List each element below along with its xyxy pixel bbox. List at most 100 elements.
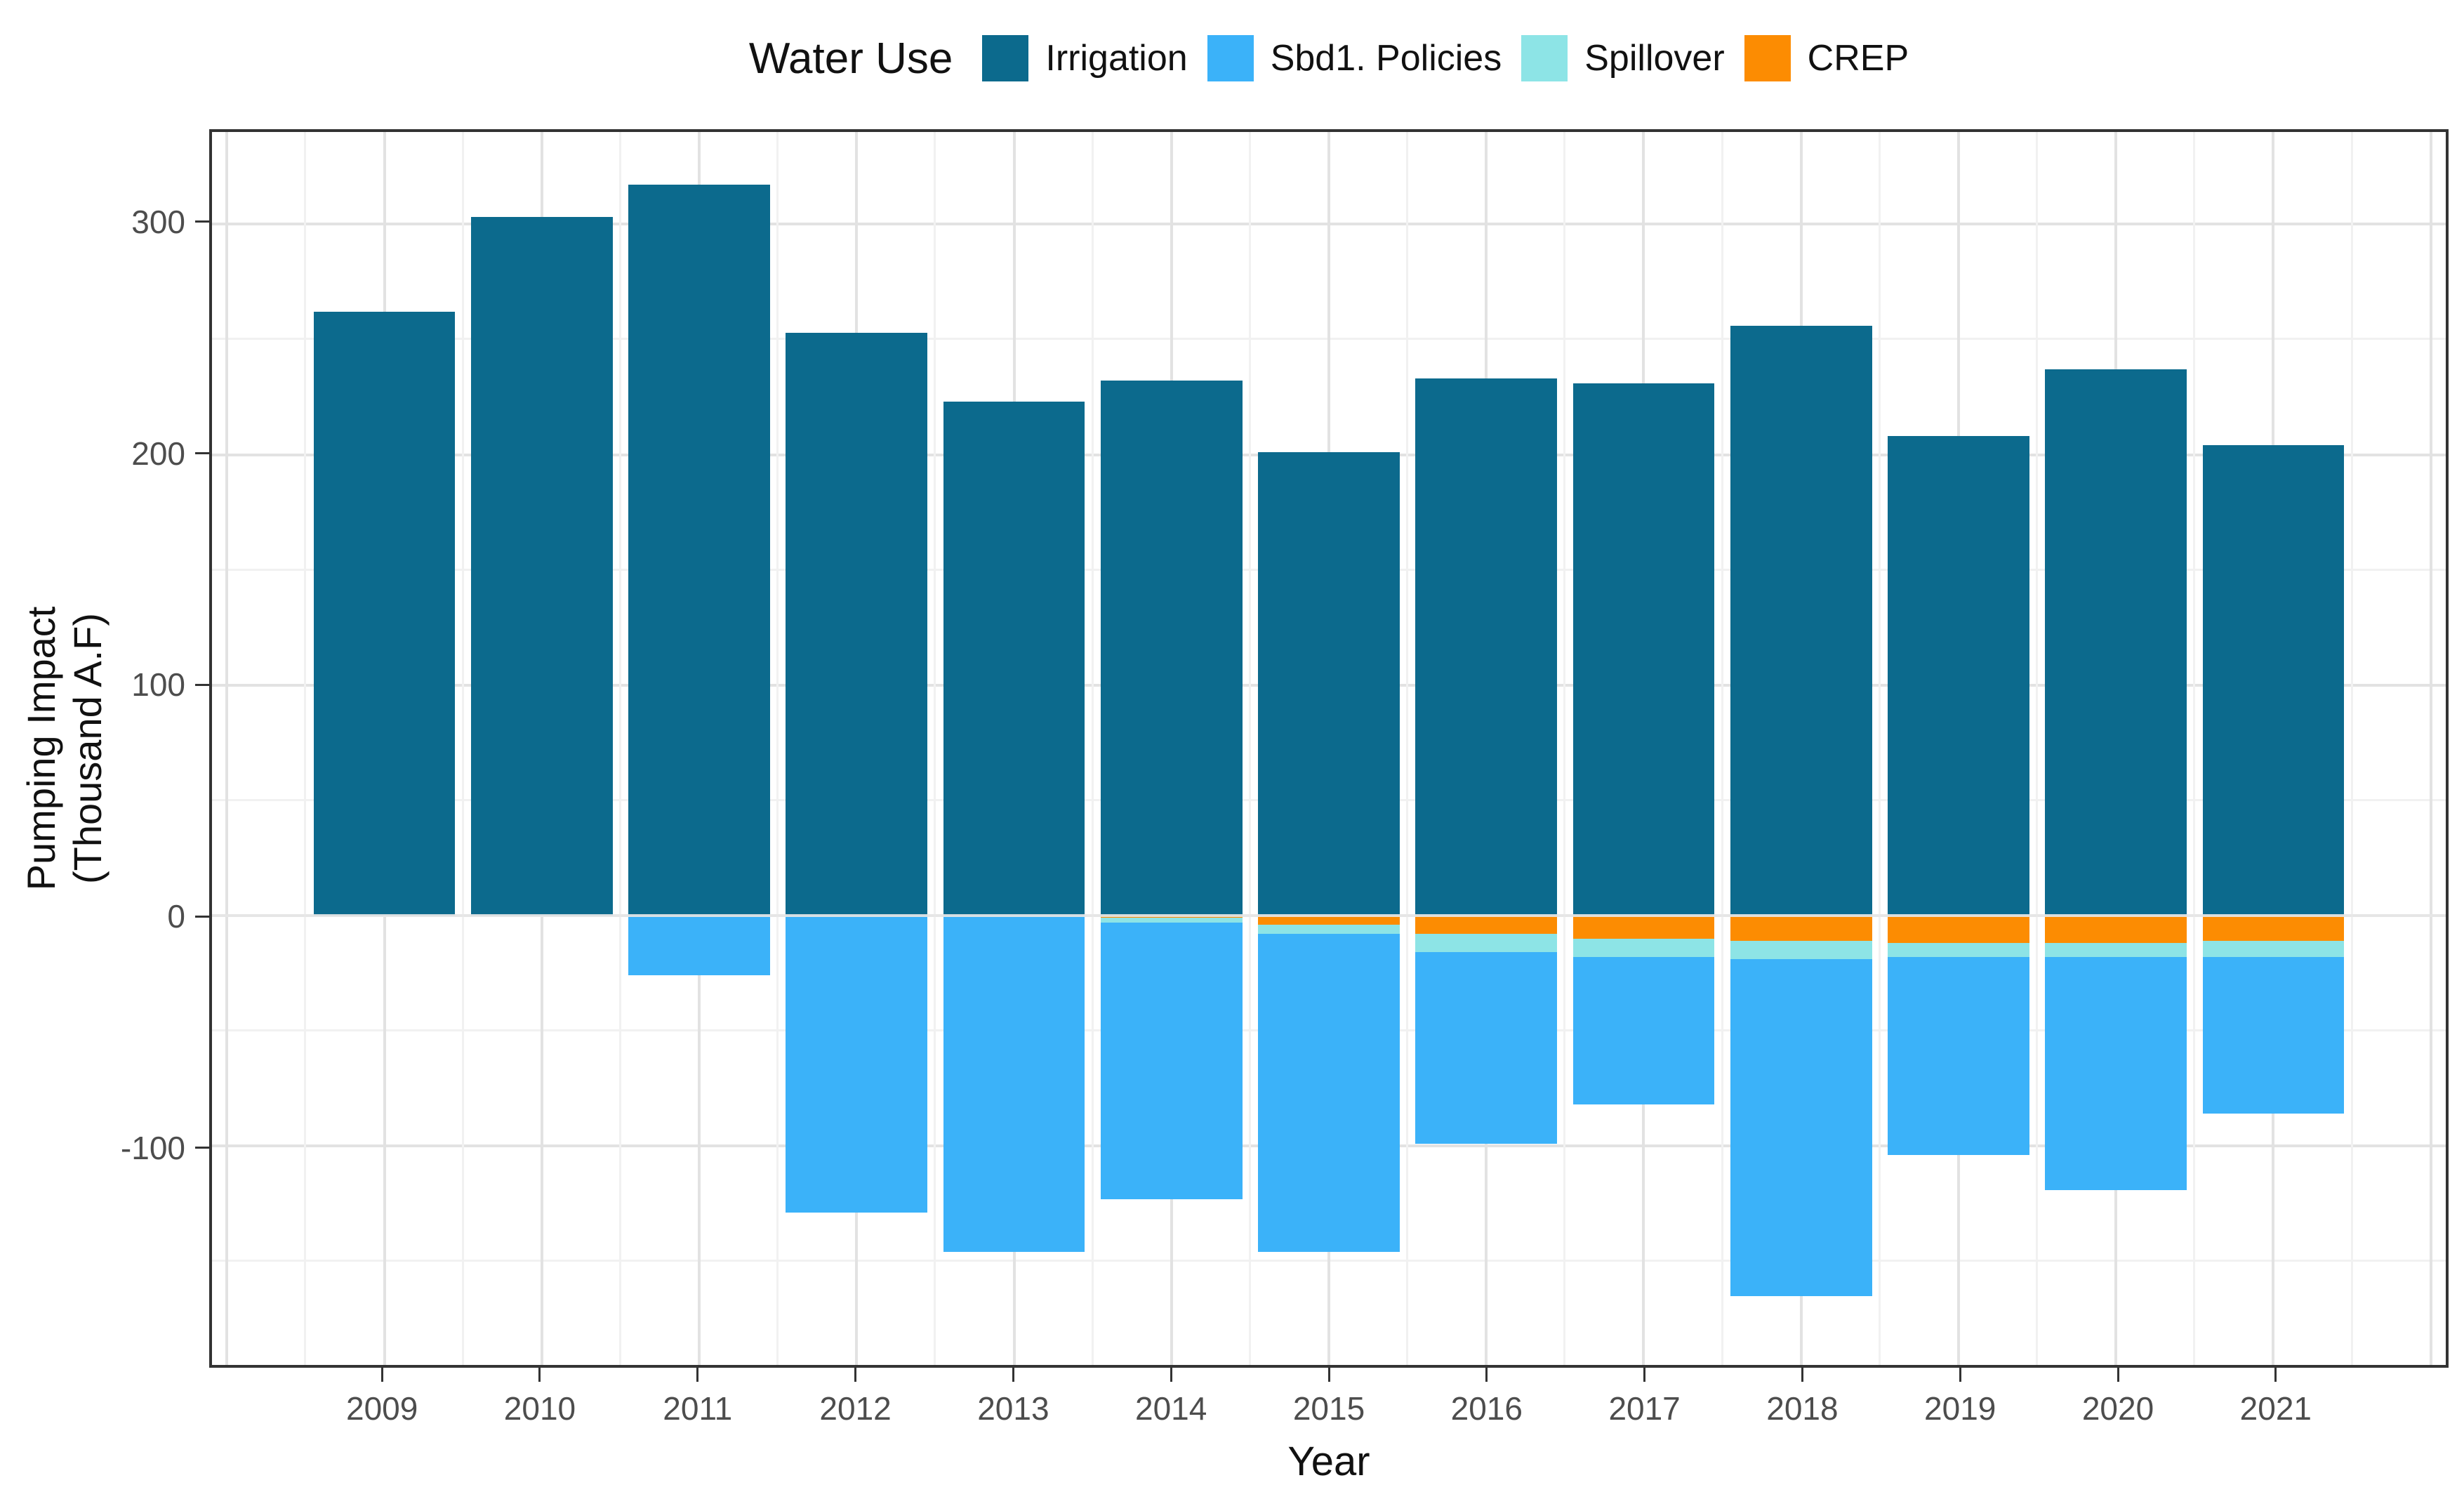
bar-segment-spillover <box>1730 941 1872 960</box>
bar-segment-crep <box>2045 915 2187 944</box>
legend-title: Water Use <box>748 34 953 83</box>
legend-item-spillover: Spillover <box>1521 35 1725 81</box>
gridline-v <box>1563 132 1566 1365</box>
x-tick-mark <box>2117 1368 2119 1382</box>
gridline-v <box>1091 132 1094 1365</box>
x-tick-label: 2016 <box>1450 1390 1523 1427</box>
bar-segment-spillover <box>1888 943 2029 958</box>
x-tick-mark <box>2274 1368 2277 1382</box>
x-tick-label: 2013 <box>977 1390 1049 1427</box>
bar-segment-spillover <box>1258 925 1400 935</box>
bar-segment-crep <box>1888 915 2029 944</box>
bar-segment-spillover <box>1100 918 1243 923</box>
bar-segment-irrigation <box>1415 378 1558 916</box>
x-tick-label: 2019 <box>1924 1390 1996 1427</box>
bar-segment-sbd1-policies <box>1100 922 1243 1199</box>
bar-segment-crep <box>1730 915 1872 942</box>
gridline-v <box>1406 132 1409 1365</box>
bar-segment-irrigation <box>628 185 770 916</box>
x-tick-label: 2012 <box>819 1390 892 1427</box>
x-tick-mark <box>1959 1368 1961 1382</box>
x-tick-mark <box>854 1368 857 1382</box>
y-tick-mark <box>195 683 209 686</box>
bar-segment-irrigation <box>1730 325 1872 916</box>
x-tick-mark <box>1170 1368 1172 1382</box>
bar-segment-sbd1-policies <box>1730 959 1872 1296</box>
bar-segment-sbd1-policies <box>628 915 770 976</box>
x-tick-label: 2014 <box>1135 1390 1207 1427</box>
bar-segment-sbd1-policies <box>786 915 928 1213</box>
bar-segment-sbd1-policies <box>1415 952 1558 1144</box>
bar-segment-sbd1-policies <box>2045 957 2187 1190</box>
y-tick-label: 200 <box>131 435 185 472</box>
gridline-v <box>225 132 229 1365</box>
gridline-v <box>934 132 936 1365</box>
legend-items: Irrigation Sbd1. Policies Spillover CREP <box>982 35 1909 81</box>
x-tick-label: 2020 <box>2081 1390 2154 1427</box>
legend: Water Use Irrigation Sbd1. Policies Spillo… <box>209 20 2449 97</box>
x-tick-label: 2021 <box>2239 1390 2312 1427</box>
bar-segment-sbd1-policies <box>1888 957 2029 1156</box>
bar-segment-irrigation <box>2202 445 2345 916</box>
overlay-layer <box>212 132 2446 1365</box>
legend-item-irrigation: Irrigation <box>982 35 1188 81</box>
x-tick-label: 2010 <box>503 1390 576 1427</box>
bar-segment-sbd1-policies <box>1572 957 1715 1105</box>
bar-segment-irrigation <box>1572 383 1715 916</box>
y-tick-mark <box>195 220 209 223</box>
x-tick-mark <box>1327 1368 1330 1382</box>
gridline-v <box>1248 132 1251 1365</box>
gridline-v <box>1721 132 1723 1365</box>
gridline-v <box>2193 132 2196 1365</box>
bar-segment-crep <box>1258 915 1400 925</box>
bar-segment-irrigation <box>313 312 456 916</box>
y-tick-label: 100 <box>131 666 185 704</box>
bar-segment-irrigation <box>2045 369 2187 916</box>
y-tick-label: 300 <box>131 203 185 240</box>
bar-segment-crep <box>2202 915 2345 942</box>
bar-segment-sbd1-policies <box>943 915 1085 1253</box>
y-tick-mark <box>195 452 209 455</box>
bar-segment-spillover <box>2202 941 2345 958</box>
x-tick-label: 2009 <box>345 1390 418 1427</box>
x-tick-mark <box>696 1368 699 1382</box>
gridline-v <box>2350 132 2353 1365</box>
x-tick-mark <box>1801 1368 1803 1382</box>
bar-segment-irrigation <box>1258 452 1400 916</box>
legend-swatch-icon <box>1207 35 1254 81</box>
y-axis-title-line2: (Thousand A.F) <box>65 613 110 884</box>
x-tick-label: 2011 <box>663 1390 733 1427</box>
bar-segment-irrigation <box>786 332 928 916</box>
bar-layer <box>212 132 2446 1365</box>
gridline-v <box>1878 132 1881 1365</box>
legend-item-label: CREP <box>1807 38 1909 79</box>
gridline-v <box>776 132 779 1365</box>
zero-gridline <box>212 913 2446 917</box>
gridline-v <box>461 132 464 1365</box>
bar-segment-spillover <box>1415 934 1558 953</box>
bar-segment-irrigation <box>1100 381 1243 916</box>
x-tick-mark <box>1643 1368 1646 1382</box>
gridline-v <box>304 132 307 1365</box>
x-axis-title: Year <box>1287 1439 1370 1484</box>
x-tick-mark <box>1485 1368 1488 1382</box>
bar-segment-spillover <box>2045 943 2187 958</box>
x-tick-mark <box>538 1368 541 1382</box>
legend-item-label: Irrigation <box>1045 38 1188 79</box>
bar-segment-irrigation <box>470 217 613 916</box>
bar-segment-crep <box>1572 915 1715 939</box>
x-tick-mark <box>1012 1368 1014 1382</box>
bar-segment-irrigation <box>943 402 1085 916</box>
x-tick-label: 2015 <box>1292 1390 1365 1427</box>
gridline-v <box>618 132 621 1365</box>
y-axis-title: Pumping Impact (Thousand A.F) <box>18 607 111 891</box>
y-tick-mark <box>195 915 209 918</box>
legend-swatch-icon <box>1744 35 1791 81</box>
x-tick-mark <box>380 1368 383 1382</box>
bar-segment-spillover <box>1572 938 1715 958</box>
bar-segment-sbd1-policies <box>1258 934 1400 1253</box>
legend-item-label: Spillover <box>1584 38 1725 79</box>
bar-segment-crep <box>1415 915 1558 935</box>
x-tick-label: 2017 <box>1608 1390 1681 1427</box>
